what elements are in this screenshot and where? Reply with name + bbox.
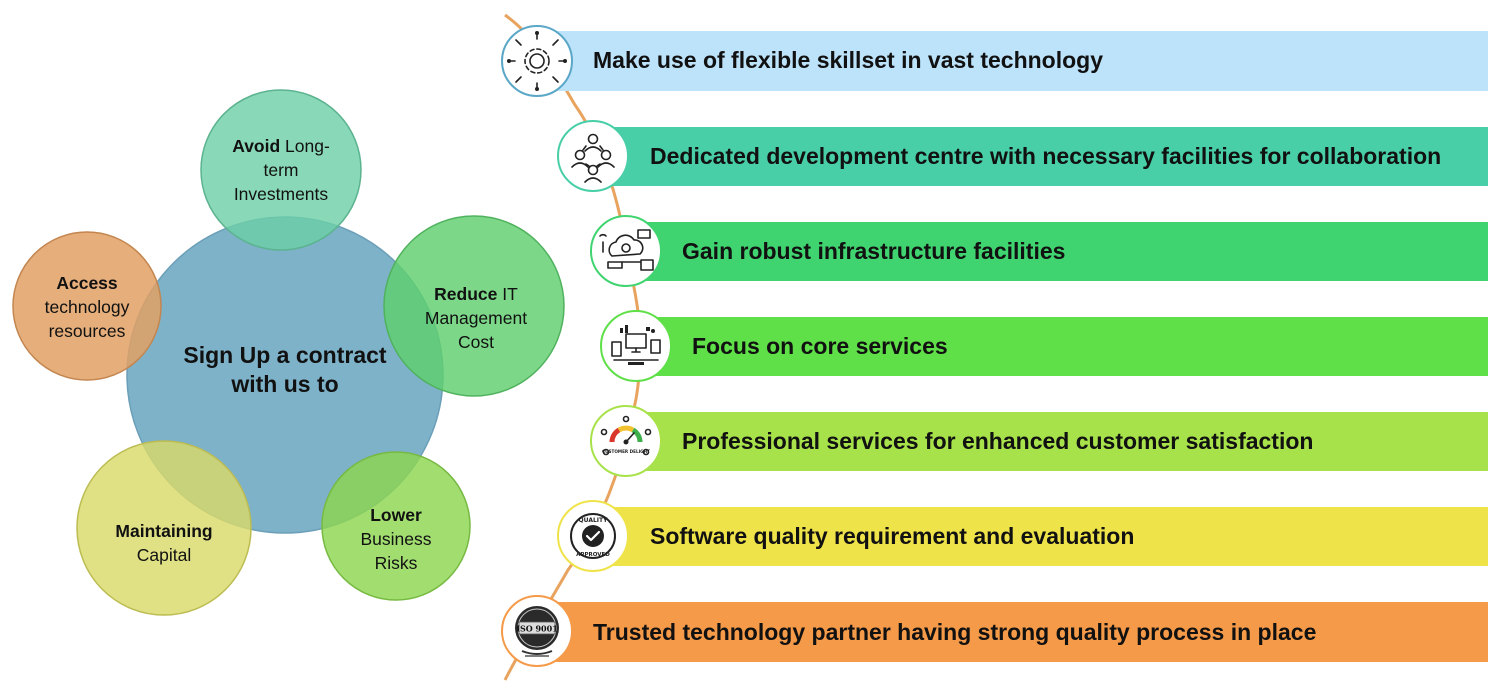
center-title-line-2: with us to <box>230 371 338 397</box>
bar-2 <box>593 127 1488 186</box>
customer-delight-label: CUSTOMER DELIGHT <box>602 449 650 454</box>
bar-5 <box>626 412 1488 471</box>
petal-avoid-line-3: Investments <box>234 184 329 204</box>
bar-1 <box>537 31 1488 91</box>
petal-reduce-line-3: Cost <box>458 332 494 352</box>
petal-circle-access <box>12 231 162 381</box>
petal-avoid-rest: Long- <box>280 136 330 156</box>
petal-reduce-bold: Reduce <box>434 284 497 304</box>
petal-lower-line-3: Risks <box>375 553 418 573</box>
bar-7 <box>537 602 1488 662</box>
cloud-infrastructure-icon <box>590 215 662 287</box>
petal-reduce-rest: IT <box>497 284 518 304</box>
petal-access-line-3: resources <box>49 321 126 341</box>
bar-4 <box>636 317 1488 376</box>
bar-3-text: Gain robust infrastructure facilities <box>682 238 1065 264</box>
petal-avoid-bold: Avoid <box>232 136 280 156</box>
bar-1-text: Make use of flexible skillset in vast te… <box>593 47 1103 73</box>
gear-network-icon <box>501 25 573 97</box>
bar-7-text: Trusted technology partner having strong… <box>593 619 1316 645</box>
customer-delight-gauge-icon: CUSTOMER DELIGHT <box>590 405 662 477</box>
petal-maintaining-line-1: Maintaining <box>115 521 212 541</box>
team-collaboration-icon <box>557 120 629 192</box>
petal-access-line-2: technology <box>45 297 130 317</box>
center-title-line-1: Sign Up a contract <box>183 342 387 368</box>
icon-markers: CUSTOMER DELIGHT QUALITY APPROVED ISO 90… <box>501 25 672 667</box>
center-title: Sign Up a contract <box>183 342 387 368</box>
bar-4-text: Focus on core services <box>692 333 948 359</box>
petal-circle-lower <box>321 451 471 601</box>
petal-avoid-line-2: term <box>264 160 299 180</box>
feature-list: Make use of flexible skillset in vast te… <box>537 31 1488 662</box>
iso-label: ISO 9001 <box>516 624 558 634</box>
benefits-cluster: Sign Up a contract with us to Avoid Long… <box>12 89 565 616</box>
petal-circle-avoid <box>200 89 362 251</box>
devices-services-icon <box>600 310 672 382</box>
bar-6-text: Software quality requirement and evaluat… <box>650 523 1134 549</box>
bar-3 <box>626 222 1488 281</box>
petal-reduce-line-2: Management <box>425 308 527 328</box>
petal-circle-reduce <box>383 215 565 397</box>
iso-9001-badge-icon: ISO 9001 <box>501 595 573 667</box>
bar-6 <box>593 507 1488 566</box>
petal-lower-line-1: Lower <box>370 505 422 525</box>
quality-label: QUALITY <box>579 517 609 524</box>
petal-maintaining-line-2: Capital <box>137 545 191 565</box>
petal-access-line-1: Access <box>56 273 118 293</box>
petal-lower-line-2: Business <box>360 529 431 549</box>
quality-approved-badge-icon: QUALITY APPROVED <box>557 500 629 572</box>
bar-5-text: Professional services for enhanced custo… <box>682 428 1313 454</box>
petal-reduce-line-1: Reduce IT <box>434 284 518 304</box>
petal-circle-maintaining <box>76 440 252 616</box>
approved-label: APPROVED <box>576 552 610 558</box>
center-title-2: with us to <box>230 371 338 397</box>
bar-2-text: Dedicated development centre with necess… <box>650 143 1441 169</box>
petal-avoid-line-1: Avoid Long- <box>232 136 330 156</box>
